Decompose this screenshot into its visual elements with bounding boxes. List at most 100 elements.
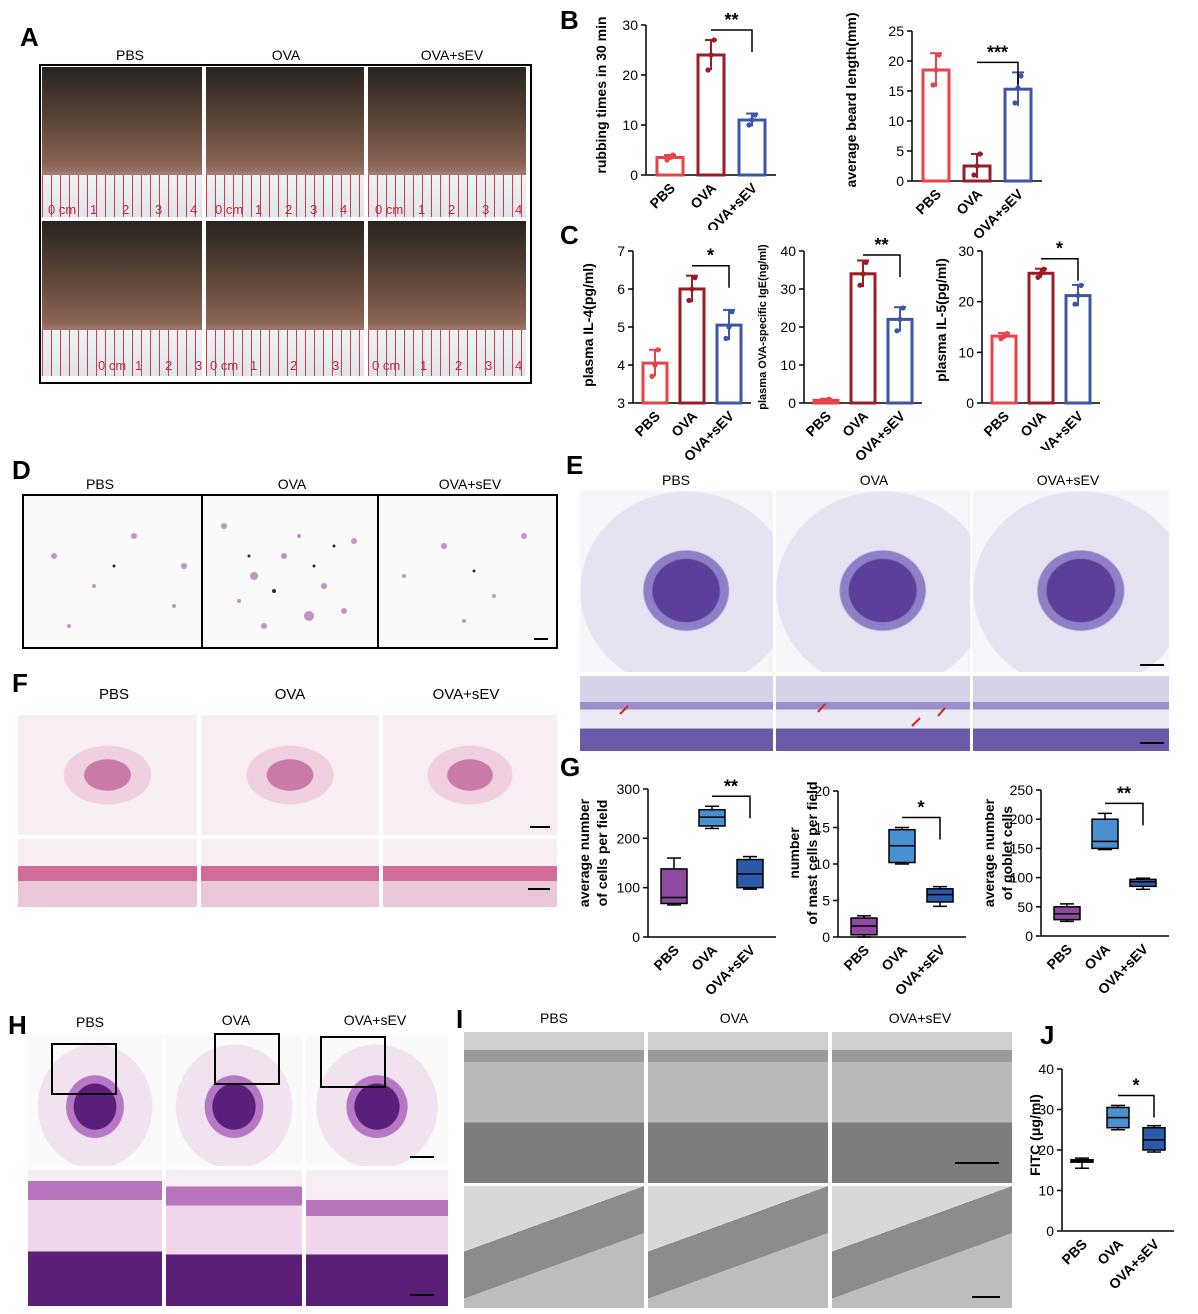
tem-ova-high <box>648 1186 828 1308</box>
panel-label-b: B <box>560 5 579 35</box>
y-tick-label: 30 <box>780 281 796 297</box>
tem-ovasev-low <box>832 1032 1012 1183</box>
y-axis-label: of goblet cells <box>999 806 1015 900</box>
x-tick-label: PBS <box>1058 1236 1090 1268</box>
ruler-text: 3 <box>482 202 489 217</box>
ruler-text: 2 <box>290 358 297 373</box>
bar <box>655 156 685 177</box>
scale-bar <box>955 1162 999 1164</box>
toluidine-pbs-low <box>580 491 773 672</box>
significance-bracket <box>863 254 901 277</box>
ruler-text: 0 cm <box>375 202 403 217</box>
data-point <box>900 305 906 311</box>
y-tick-label: 200 <box>617 830 641 846</box>
x-tick-label: PBS <box>631 408 663 440</box>
significance-bracket <box>977 61 1019 85</box>
he-ovasev-low <box>306 1034 448 1166</box>
ruler-text: 1 <box>135 358 142 373</box>
toluidine-ovasev-low <box>973 491 1169 672</box>
x-tick-label: OVA <box>668 408 700 440</box>
panel-d-frame <box>22 494 558 649</box>
y-tick-label: 20 <box>958 294 974 310</box>
ruler-text: 1 <box>90 202 97 217</box>
panel-d-group-ovasev: OVA+sEV <box>438 476 502 492</box>
data-point <box>1072 301 1078 307</box>
x-tick-label: PBS <box>650 942 682 974</box>
pas-pbs-low <box>18 715 197 835</box>
zoom-box <box>51 1043 117 1095</box>
data-point <box>1041 266 1047 272</box>
ruler-text: 3 <box>155 202 162 217</box>
he-pbs-high <box>28 1170 162 1306</box>
x-tick-label: PBS <box>840 942 872 974</box>
panel-e-group-ovasev: OVA+sEV <box>1036 472 1100 488</box>
pas-ova-high <box>201 839 379 907</box>
tem-pbs-low <box>464 1032 644 1183</box>
panel-e-group-ova: OVA <box>859 472 889 488</box>
tem-ovasev-high <box>832 1186 1012 1308</box>
mast-cell-arrows <box>619 703 946 727</box>
ruler-text: 1 <box>420 358 427 373</box>
bar <box>678 287 706 405</box>
significance-label: ** <box>724 776 738 796</box>
data-point <box>894 328 900 334</box>
data-point <box>1015 85 1021 91</box>
y-tick-label: 15 <box>888 83 904 99</box>
data-point <box>1018 73 1024 79</box>
toluidine-pbs-high <box>580 676 773 751</box>
chart-cells-per-field: 0 100 200 300 average number of cells per fie… <box>580 776 776 998</box>
ruler-text: 0 cm <box>215 202 243 217</box>
ruler-text: 3 <box>195 358 202 373</box>
panel-label-c: C <box>560 220 579 250</box>
panel-h-group-ovasev: OVA+sEV <box>343 1012 407 1028</box>
ruler-ovasev-top <box>368 175 526 217</box>
ruler-text: 3 <box>485 358 492 373</box>
panel-label-h: H <box>8 1010 27 1040</box>
panel-label-i: I <box>456 1004 464 1034</box>
panel-d-group-ova: OVA <box>277 476 307 492</box>
y-axis-label: plasma OVA-specific IgE(ng/ml) <box>757 244 769 410</box>
tem-ova-low <box>648 1032 828 1183</box>
ruler-text: 2 <box>122 202 129 217</box>
y-tick-label: 5 <box>822 893 830 909</box>
data-point <box>723 335 729 341</box>
y-axis-label: of mast cells per field <box>804 781 820 924</box>
y-tick-label: 50 <box>1017 899 1033 915</box>
chart-mast-cells: 0 5 10 15 20 number of mast cells per field PBS… <box>790 781 966 998</box>
x-tick-label: PBS <box>646 180 678 212</box>
significance-label: * <box>917 798 924 818</box>
ruler-text: 4 <box>515 202 522 217</box>
y-tick-label: 20 <box>888 53 904 69</box>
x-tick-label: PBS <box>912 186 944 218</box>
ruler-text: 1 <box>255 202 262 217</box>
zoom-box <box>214 1033 280 1085</box>
bar <box>990 334 1018 405</box>
y-axis-label: FITC (μg/ml) <box>1030 1094 1043 1176</box>
significance-label: * <box>707 246 714 266</box>
chart-goblet-cells: 0 50 100 150 200 250 average number of goblet c… <box>985 782 1169 997</box>
data-point <box>705 67 711 73</box>
y-tick-label: 4 <box>617 357 625 373</box>
panel-i-group-pbs: PBS <box>539 1010 568 1026</box>
y-axis-label: average number <box>580 798 592 907</box>
panel-f-group-ovasev: OVA+sEV <box>432 686 500 703</box>
significance-bracket <box>1041 257 1079 281</box>
panel-h-group-ova: OVA <box>221 1012 251 1028</box>
data-point <box>711 37 717 43</box>
panel-i-group-ovasev: OVA+sEV <box>888 1010 952 1026</box>
bar <box>1064 294 1092 405</box>
y-tick-label: 20 <box>1038 1142 1054 1158</box>
panel-f-group-ova: OVA <box>274 686 306 703</box>
y-tick-label: 10 <box>888 113 904 129</box>
y-tick-label: 10 <box>622 117 638 133</box>
y-tick-label: 5 <box>896 143 904 159</box>
y-tick-label: 40 <box>780 243 796 259</box>
data-point <box>692 275 698 281</box>
significance-bracket <box>1118 1094 1155 1118</box>
y-tick-label: 10 <box>814 856 830 872</box>
ruler-text: 4 <box>515 358 522 373</box>
smear-cells <box>51 523 527 629</box>
ruler-text: 2 <box>165 358 172 373</box>
